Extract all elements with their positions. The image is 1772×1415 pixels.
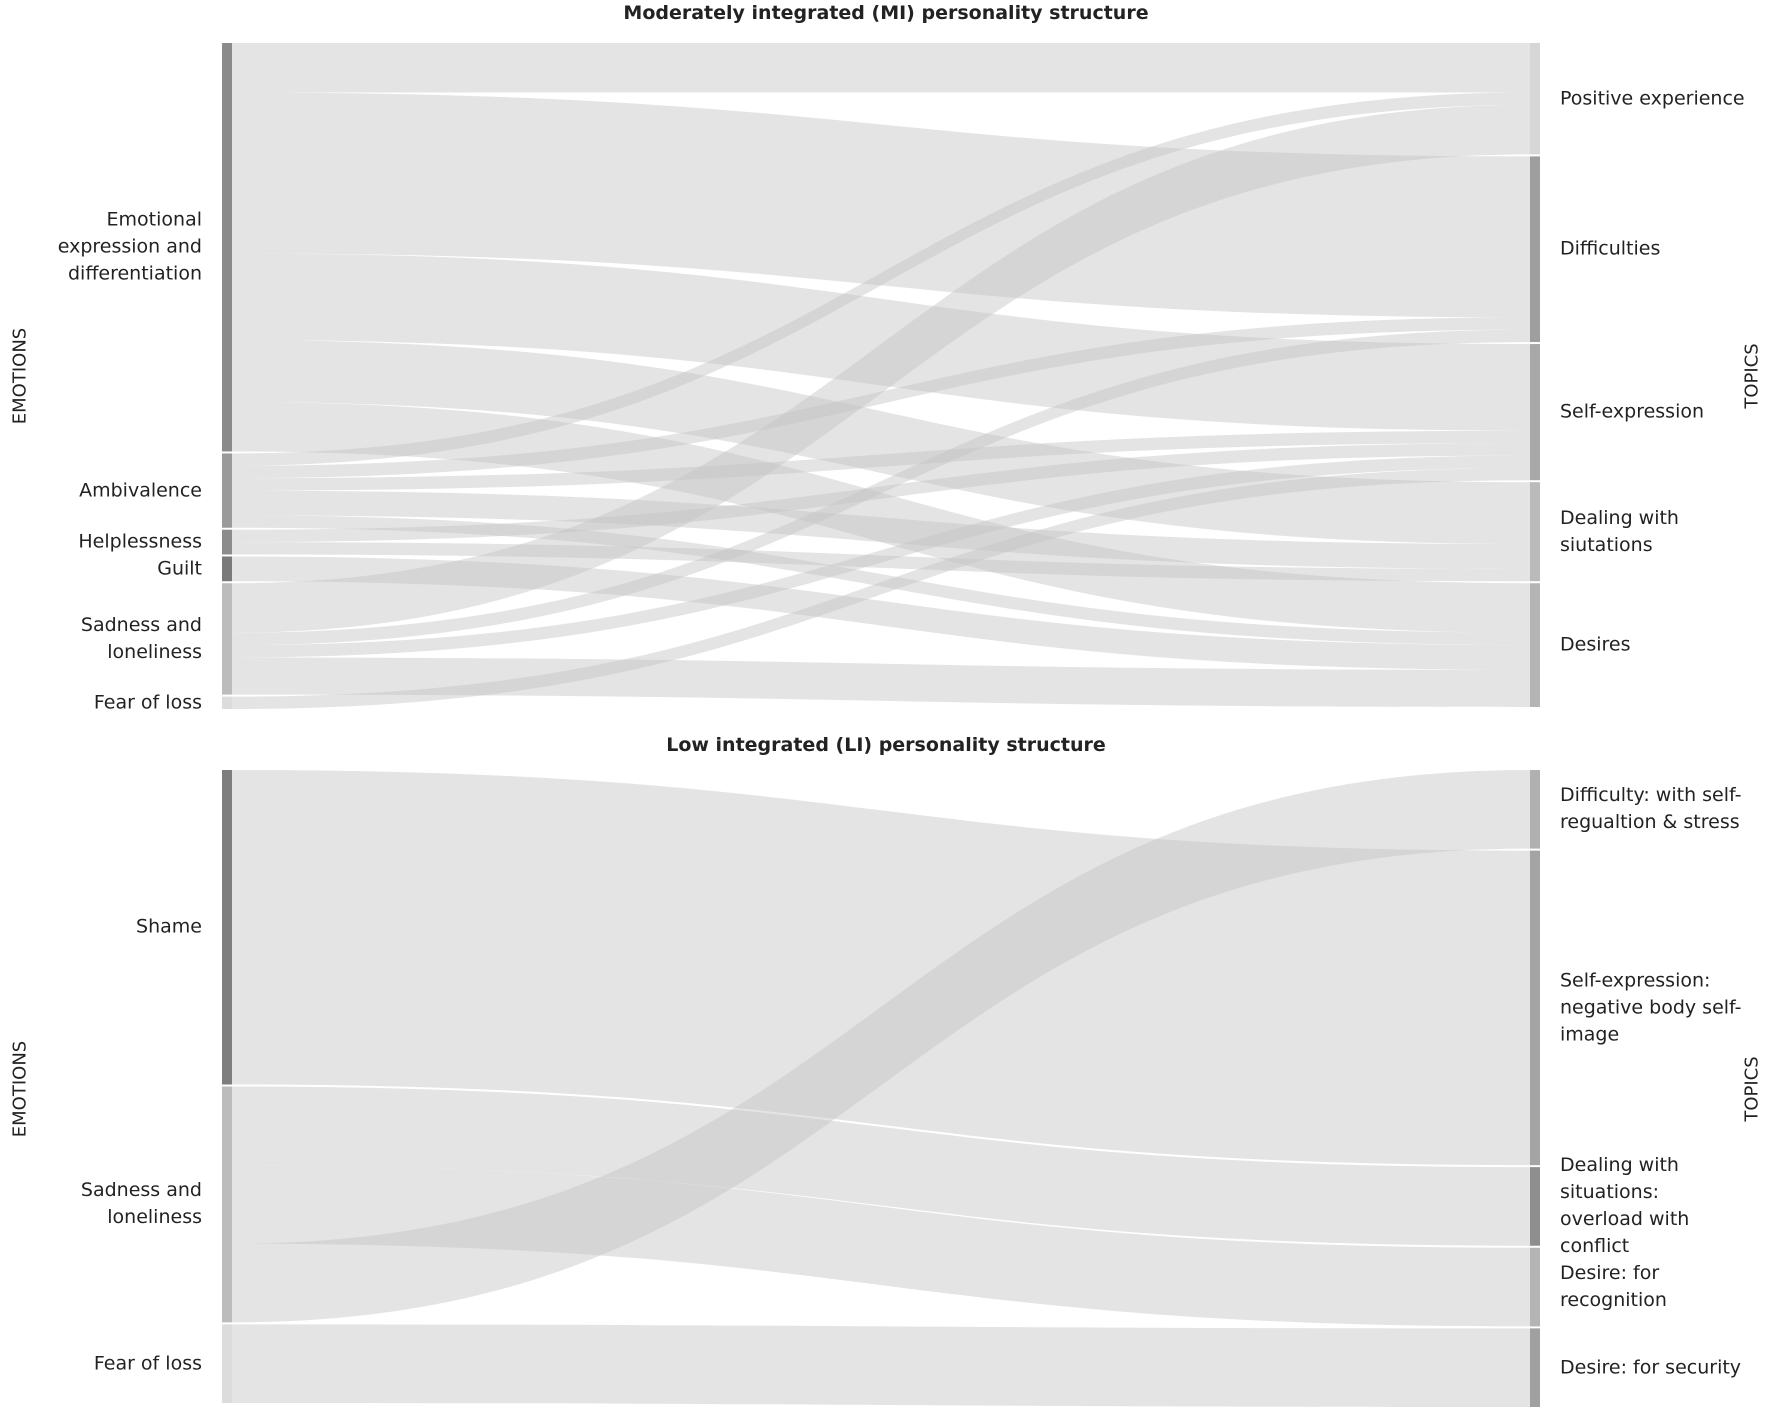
source-label: Fear of loss [93,691,202,714]
sankey-link [232,657,1530,707]
sankey-link [232,556,1530,670]
target-node [1530,850,1540,1166]
left-axis-label: EMOTIONS [9,1040,31,1137]
sankey-link [232,515,1530,646]
target-node [1530,156,1540,343]
chart-title: Low integrated (LI) personality structur… [666,734,1106,756]
sankey-link [232,430,1530,491]
source-label: Guilt [157,557,202,580]
target-label: Positive experience [1560,87,1745,110]
target-node [1530,43,1540,155]
target-node [1530,482,1540,582]
sankey-link [232,253,1530,431]
source-node [222,453,232,528]
target-label: Self-expression [1560,400,1705,423]
left-axis-label: EMOTIONS [9,327,31,425]
sankey-link [232,770,1530,1323]
target-node [1530,1328,1540,1407]
sankey-link [232,443,1530,543]
sankey-link [232,43,1530,93]
sankey-link [232,340,1530,545]
source-node [222,1324,232,1403]
source-node [222,1086,232,1323]
source-label: Shame [136,915,202,938]
target-label: Desires [1560,633,1631,656]
source-node [222,529,232,555]
sankey-link [232,467,1530,709]
source-node [222,43,232,452]
target-label: Self-expression: negative body self-imag… [1560,969,1742,1046]
target-label: Dealing with situations: overload with c… [1560,1154,1690,1258]
source-node [222,770,232,1085]
source-node [222,583,232,695]
source-node [222,556,232,582]
target-node [1530,770,1540,849]
sankey-link [232,104,1530,633]
target-label: Dealing with siutations [1560,506,1679,556]
target-node [1530,583,1540,707]
source-label: Sadness and loneliness [80,613,202,663]
target-node [1530,1247,1540,1327]
source-node [222,696,232,709]
target-label: Desire: for security [1560,1356,1742,1379]
source-label: Ambivalence [79,479,202,502]
sankey-link [232,317,1530,479]
sankey-link [232,1324,1530,1407]
target-label: Difficulty: with self-regualtion & stres… [1560,784,1742,834]
target-label: Difficulties [1560,237,1661,260]
source-label: Sadness and loneliness [80,1179,202,1229]
sankey-link [232,92,1530,466]
source-label: Emotional expression and differentiation [57,208,202,285]
sankey-link [232,490,1530,569]
sankey-link [232,1165,1530,1327]
sankey-link [232,92,1530,318]
source-label: Fear of loss [93,1352,202,1375]
sankey-link [232,542,1530,582]
sankey-link [232,329,1530,646]
target-label: Desire: for recognition [1560,1262,1667,1312]
source-label: Helplessness [78,530,202,553]
sankey-link [232,401,1530,633]
sankey-link [232,455,1530,658]
right-axis-label: TOPICS [1741,1055,1763,1122]
target-node [1530,1167,1540,1246]
sankey-link [232,770,1530,1166]
sankey-link [232,1086,1530,1246]
chart-title: Moderately integrated (MI) personality s… [623,2,1149,24]
target-node [1530,344,1540,481]
